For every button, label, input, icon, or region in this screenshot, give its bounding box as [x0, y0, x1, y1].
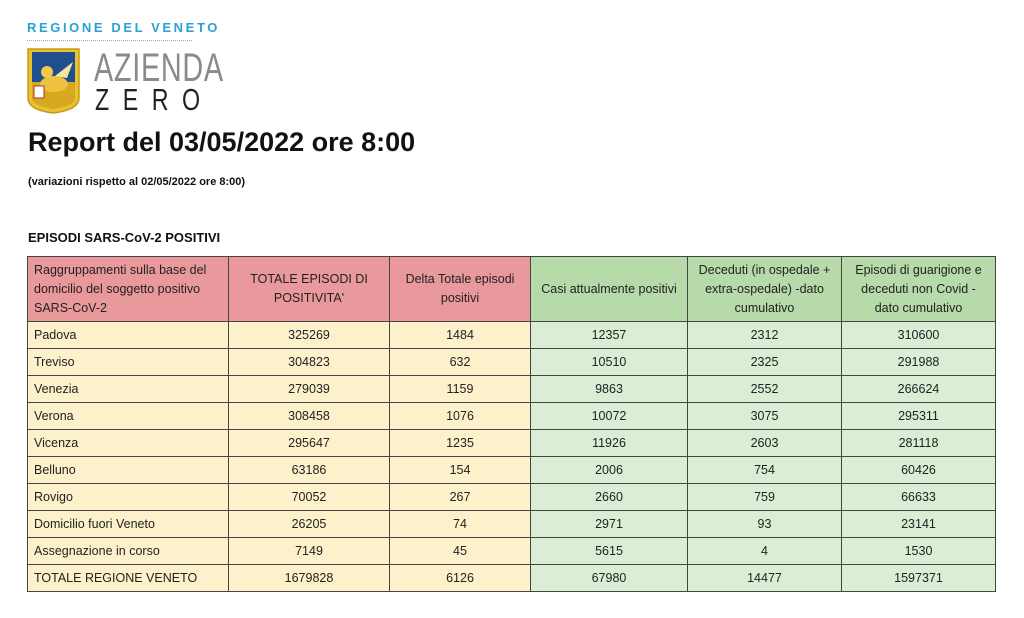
table-cell: 23141	[841, 510, 996, 538]
column-header: Episodi di guarigione e deceduti non Cov…	[841, 256, 996, 322]
logo-text-azienda: AZIENDA	[94, 46, 224, 90]
table-cell: 74	[389, 510, 531, 538]
row-label: Vicenza	[27, 429, 229, 457]
table-cell: 281118	[841, 429, 996, 457]
table-cell: 1484	[389, 321, 531, 349]
table-cell: 308458	[228, 402, 390, 430]
positives-table: Raggruppamenti sulla base del domicilio …	[27, 256, 996, 592]
table-cell: 310600	[841, 321, 996, 349]
table-cell: 1597371	[841, 564, 996, 592]
row-label: Rovigo	[27, 483, 229, 511]
table-cell: 2006	[530, 456, 688, 484]
row-label: Domicilio fuori Veneto	[27, 510, 229, 538]
column-header: Delta Totale episodi positivi	[389, 256, 531, 322]
table-cell: 2552	[687, 375, 842, 403]
logo-text-zero: ZERO	[95, 82, 214, 117]
table-cell: 2325	[687, 348, 842, 376]
table-cell: 4	[687, 537, 842, 565]
table-cell: 291988	[841, 348, 996, 376]
table-cell: 325269	[228, 321, 390, 349]
table-cell: 1530	[841, 537, 996, 565]
table-cell: 1159	[389, 375, 531, 403]
table-cell: 3075	[687, 402, 842, 430]
table-cell: 6126	[389, 564, 531, 592]
table-row: Venezia 279039 1159 9863 2552 266624	[27, 375, 996, 403]
table-cell: 45	[389, 537, 531, 565]
column-header: Deceduti (in ospedale + extra-ospedale) …	[687, 256, 842, 322]
table-cell: 295647	[228, 429, 390, 457]
row-label: Padova	[27, 321, 229, 349]
table-cell: 1235	[389, 429, 531, 457]
table-cell: 754	[687, 456, 842, 484]
table-row: Treviso 304823 632 10510 2325 291988	[27, 348, 996, 376]
table-cell: 7149	[228, 537, 390, 565]
table-row: Belluno 63186 154 2006 754 60426	[27, 456, 996, 484]
table-row: Domicilio fuori Veneto 26205 74 2971 93 23141	[27, 510, 996, 538]
divider	[27, 40, 192, 41]
table-cell: 14477	[687, 564, 842, 592]
row-label: TOTALE REGIONE VENETO	[27, 564, 229, 592]
table-cell: 759	[687, 483, 842, 511]
row-label: Treviso	[27, 348, 229, 376]
table-cell: 2660	[530, 483, 688, 511]
section-title: EPISODI SARS-CoV-2 POSITIVI	[28, 230, 221, 245]
table-row: TOTALE REGIONE VENETO 1679828 6126 67980 144…	[27, 564, 996, 592]
table-row: Rovigo 70052 267 2660 759 66633	[27, 483, 996, 511]
column-header: Raggruppamenti sulla base del domicilio …	[27, 256, 229, 322]
table-cell: 67980	[530, 564, 688, 592]
table-cell: 2971	[530, 510, 688, 538]
table-cell: 66633	[841, 483, 996, 511]
table-row: Assegnazione in corso 7149 45 5615 4 1530	[27, 537, 996, 565]
table-cell: 295311	[841, 402, 996, 430]
table-cell: 26205	[228, 510, 390, 538]
table-cell: 2603	[687, 429, 842, 457]
row-label: Verona	[27, 402, 229, 430]
table-cell: 10072	[530, 402, 688, 430]
table-cell: 632	[389, 348, 531, 376]
veneto-lion-logo-icon	[27, 48, 80, 114]
table-cell: 266624	[841, 375, 996, 403]
row-label: Venezia	[27, 375, 229, 403]
table-cell: 12357	[530, 321, 688, 349]
column-header: Casi attualmente positivi	[530, 256, 688, 322]
table-row: Verona 308458 1076 10072 3075 295311	[27, 402, 996, 430]
table-cell: 11926	[530, 429, 688, 457]
table-cell: 60426	[841, 456, 996, 484]
table-cell: 267	[389, 483, 531, 511]
table-row: Vicenza 295647 1235 11926 2603 281118	[27, 429, 996, 457]
table-cell: 70052	[228, 483, 390, 511]
row-label: Belluno	[27, 456, 229, 484]
table-cell: 1076	[389, 402, 531, 430]
region-label: REGIONE DEL VENETO	[27, 20, 220, 35]
table-cell: 279039	[228, 375, 390, 403]
table-cell: 9863	[530, 375, 688, 403]
table-cell: 2312	[687, 321, 842, 349]
table-cell: 63186	[228, 456, 390, 484]
column-header: TOTALE EPISODI DI POSITIVITA'	[228, 256, 390, 322]
row-label: Assegnazione in corso	[27, 537, 229, 565]
page-subtitle: (variazioni rispetto al 02/05/2022 ore 8…	[28, 176, 246, 188]
table-cell: 93	[687, 510, 842, 538]
table-header-row: Raggruppamenti sulla base del domicilio …	[27, 256, 996, 322]
table-cell: 304823	[228, 348, 390, 376]
table-cell: 10510	[530, 348, 688, 376]
table-row: Padova 325269 1484 12357 2312 310600	[27, 321, 996, 349]
table-cell: 154	[389, 456, 531, 484]
page-title: Report del 03/05/2022 ore 8:00	[28, 127, 416, 157]
table-cell: 1679828	[228, 564, 390, 592]
table-cell: 5615	[530, 537, 688, 565]
